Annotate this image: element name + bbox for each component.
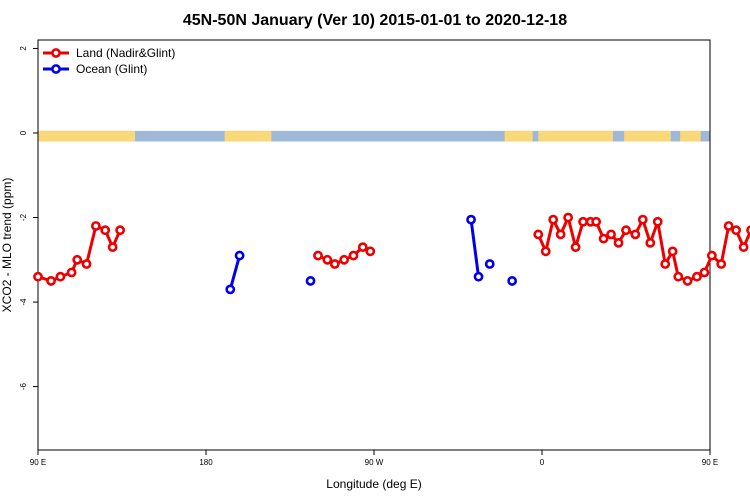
data-point (637, 214, 648, 225)
data-point (548, 214, 559, 225)
land-band-segment (38, 130, 136, 142)
data-point (738, 242, 749, 253)
data-point (115, 225, 126, 236)
data-point (55, 271, 66, 282)
land-band-segment (624, 130, 671, 142)
data-point (563, 212, 574, 223)
data-point (313, 250, 323, 261)
legend-entry-label: Land (Nadir&Glint) (76, 46, 175, 60)
data-point (699, 267, 710, 278)
data-point (706, 250, 717, 261)
y-tick-label: -6 (19, 382, 28, 390)
data-point (682, 276, 693, 286)
data-point (613, 237, 624, 248)
data-point (33, 271, 43, 282)
x-tick-label: 90 W (365, 458, 384, 467)
land-band-segment (538, 130, 613, 142)
data-point (234, 250, 245, 261)
data-point (533, 229, 544, 240)
legend-swatch-marker (51, 48, 61, 58)
data-point (578, 216, 588, 227)
data-point (606, 229, 616, 240)
data-point (731, 225, 742, 236)
legend-swatch-marker (51, 64, 61, 74)
x-tick-label: 90 E (702, 458, 718, 467)
data-point (66, 267, 77, 278)
land-band-segment (224, 130, 272, 142)
data-point (692, 271, 702, 282)
data-point (322, 254, 333, 265)
data-point (357, 242, 368, 253)
data-point (652, 216, 663, 227)
data-point (555, 229, 566, 240)
data-point (591, 216, 602, 227)
data-point (673, 271, 684, 282)
data-point (46, 276, 56, 286)
data-point (645, 237, 656, 248)
data-point (348, 250, 359, 261)
data-point (570, 242, 581, 253)
legend-entry-label: Ocean (Glint) (76, 62, 147, 76)
chart-title: 45N-50N January (Ver 10) 2015-01-01 to 2… (183, 12, 567, 29)
y-tick-label: -4 (19, 298, 28, 306)
data-point (81, 259, 92, 269)
land-ocean-band (38, 130, 710, 142)
data-point (621, 225, 631, 236)
data-point (746, 225, 750, 235)
legend: Land (Nadir&Glint) Ocean (Glint) (43, 46, 175, 76)
y-axis-label: XCO2 - MLO trend (ppm) (0, 178, 14, 313)
x-axis-label: Longitude (deg E) (326, 477, 421, 491)
series-line (536, 212, 750, 283)
data-point (365, 246, 376, 257)
y-tick-label: 0 (19, 130, 28, 135)
series-1 (225, 214, 518, 295)
y-axis: 2 0 -2 -4 -6 (19, 46, 38, 390)
data-point (723, 221, 734, 231)
x-axis: 90 E 180 90 W 0 90 E (30, 450, 718, 467)
data-point (716, 259, 727, 269)
data-point (630, 229, 641, 240)
series-line (228, 255, 242, 290)
series-line (37, 223, 122, 283)
land-band-segment (680, 130, 701, 142)
data-point (225, 284, 236, 295)
data-series (33, 212, 750, 295)
y-tick-label: 2 (19, 46, 28, 51)
data-point (466, 214, 476, 225)
data-point (473, 271, 484, 282)
data-point (598, 233, 609, 244)
y-tick-label: -2 (19, 213, 28, 221)
data-point (339, 254, 350, 265)
x-tick-label: 180 (199, 458, 213, 467)
data-point (507, 276, 518, 286)
data-point (90, 221, 101, 231)
ocean-band (38, 130, 710, 142)
data-point (100, 225, 111, 236)
data-point (540, 246, 551, 257)
series-line (469, 219, 481, 277)
data-point (667, 246, 678, 257)
data-point (484, 259, 495, 269)
data-point (305, 276, 316, 286)
land-band-segment (504, 130, 533, 142)
data-point (329, 259, 340, 269)
data-point (107, 242, 118, 253)
series-0 (33, 212, 750, 286)
data-point (660, 259, 671, 269)
plot-frame (37, 39, 711, 451)
x-tick-label: 90 E (30, 458, 46, 467)
data-point (72, 254, 83, 265)
x-tick-label: 0 (540, 458, 545, 467)
